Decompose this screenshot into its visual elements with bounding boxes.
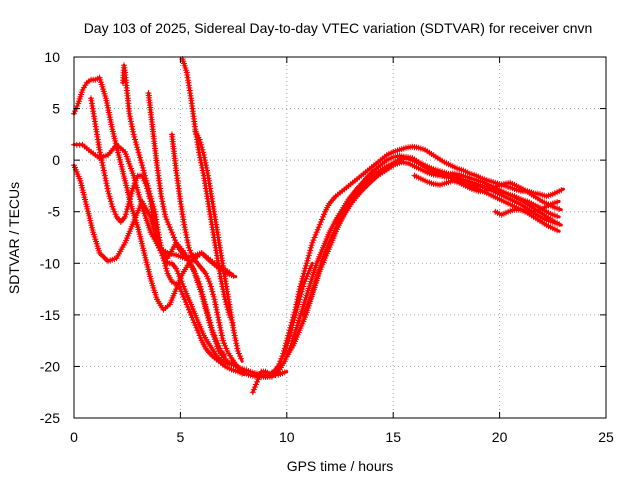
series-markers [179, 56, 236, 326]
y-tick-label: -25 [40, 410, 60, 426]
series-markers [119, 62, 246, 377]
chart-title: Day 103 of 2025, Sidereal Day-to-day VTE… [84, 20, 593, 36]
x-tick-label: 20 [492, 429, 508, 445]
series-sat-j [249, 143, 565, 396]
x-tick-label: 10 [279, 429, 295, 445]
axis-ticks: 0 5 10 15 20 25 10 5 0 -5 -10 -15 -20 -25 [40, 49, 614, 445]
series-markers [492, 199, 561, 218]
y-tick-label: -5 [48, 204, 61, 220]
series-markers [411, 172, 563, 212]
plot-frame [73, 56, 607, 419]
series-sat-e [119, 62, 246, 377]
y-tick-label: 0 [52, 152, 60, 168]
series-sat-m [300, 154, 561, 318]
x-tick-label: 15 [385, 429, 401, 445]
y-tick-label: 5 [52, 101, 60, 117]
x-axis-label: GPS time / hours [287, 458, 394, 474]
y-tick-label: 10 [44, 49, 60, 65]
series-layer [71, 56, 565, 396]
y-tick-label: -20 [40, 358, 60, 374]
y-tick-label: -10 [40, 255, 60, 271]
series-sat-i [192, 128, 244, 363]
y-axis-label: SDTVAR / TECUs [6, 182, 22, 294]
x-tick-label: 5 [177, 429, 185, 445]
series-sat-f [145, 90, 227, 358]
y-tick-label: -15 [40, 307, 60, 323]
series-markers [145, 90, 227, 358]
x-tick-label: 0 [70, 429, 78, 445]
series-markers [300, 154, 561, 318]
x-tick-label: 25 [598, 429, 614, 445]
series-sat-p [492, 199, 561, 218]
series-markers [192, 128, 244, 362]
series-sat-h [179, 56, 236, 327]
series-markers [249, 143, 565, 396]
series-sat-o [411, 172, 563, 212]
